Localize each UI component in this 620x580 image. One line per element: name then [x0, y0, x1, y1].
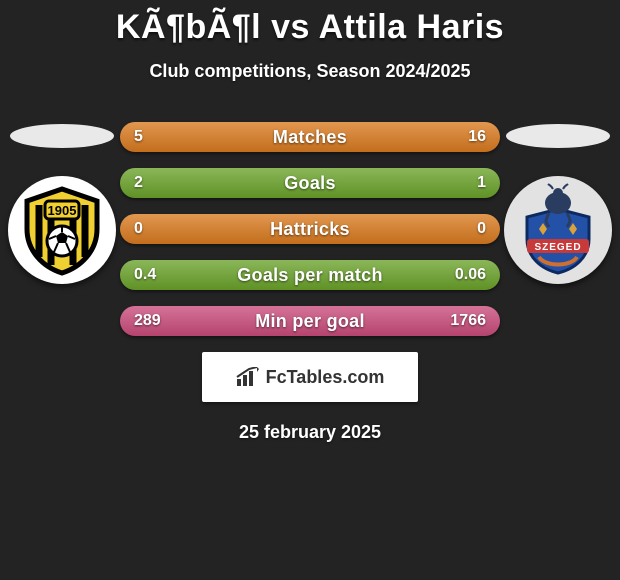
stat-value-left: 0.4 [134, 266, 156, 284]
stat-value-right: 1 [477, 174, 486, 192]
page-title: KÃ¶bÃ¶l vs Attila Haris [0, 0, 620, 47]
stat-value-left: 289 [134, 312, 161, 330]
stat-bar: 289 Min per goal 1766 [120, 306, 500, 336]
stat-bar: 0.4 Goals per match 0.06 [120, 260, 500, 290]
stat-value-right: 0 [477, 220, 486, 238]
stat-label: Hattricks [270, 219, 350, 240]
brand-chart-icon [236, 367, 260, 387]
stat-value-left: 2 [134, 174, 143, 192]
stat-label: Matches [273, 127, 347, 148]
brand-text: FcTables.com [266, 367, 385, 388]
brand-box: FcTables.com [202, 352, 418, 402]
comparison-panel: 1905 SZEGED 5 Matches 16 2 Goals 1 0 [0, 122, 620, 443]
right-crest-svg: SZEGED [509, 181, 607, 279]
left-club-crest-icon: 1905 [8, 176, 116, 284]
brand-inner: FcTables.com [236, 367, 385, 388]
stat-bar: 5 Matches 16 [120, 122, 500, 152]
stat-label: Min per goal [255, 311, 365, 332]
right-player-side: SZEGED [504, 122, 612, 284]
stat-value-right: 16 [468, 128, 486, 146]
footer-date: 25 february 2025 [0, 422, 620, 443]
stat-value-left: 0 [134, 220, 143, 238]
stat-value-right: 1766 [450, 312, 486, 330]
left-crest-svg: 1905 [15, 183, 109, 277]
left-shadow-ellipse [10, 124, 114, 148]
stat-bar: 2 Goals 1 [120, 168, 500, 198]
right-shadow-ellipse [506, 124, 610, 148]
stat-value-left: 5 [134, 128, 143, 146]
subtitle: Club competitions, Season 2024/2025 [0, 61, 620, 82]
svg-text:SZEGED: SZEGED [534, 242, 581, 253]
stat-label: Goals [284, 173, 336, 194]
right-club-crest-icon: SZEGED [504, 176, 612, 284]
stat-label: Goals per match [237, 265, 383, 286]
stat-value-right: 0.06 [455, 266, 486, 284]
stat-bar: 0 Hattricks 0 [120, 214, 500, 244]
svg-text:1905: 1905 [48, 203, 77, 218]
left-player-side: 1905 [8, 122, 116, 284]
stat-bars: 5 Matches 16 2 Goals 1 0 Hattricks 0 0.4 Goals per… [120, 122, 500, 336]
